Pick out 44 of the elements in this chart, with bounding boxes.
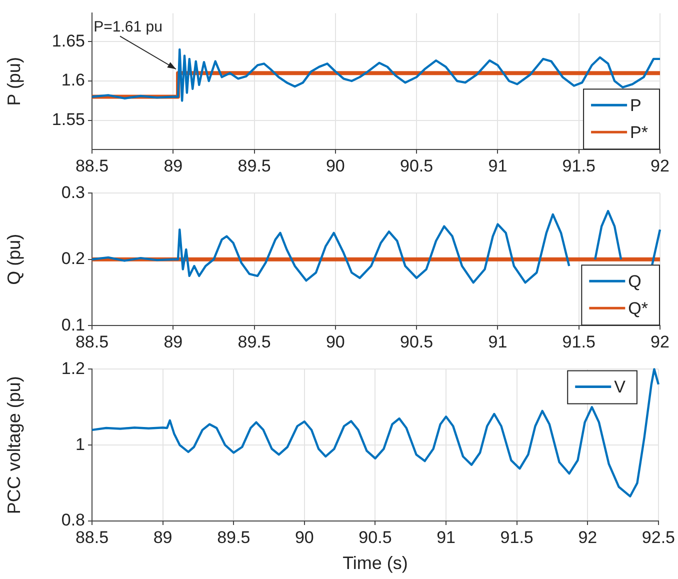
x-tick-label: 88.5 [75, 332, 109, 352]
y-tick-label: 0.8 [61, 510, 85, 530]
x-tick-label: 91 [488, 332, 508, 352]
y-tick-label: 1.65 [52, 31, 85, 50]
legend-label: P [630, 96, 642, 115]
x-tick-label: 91.5 [500, 528, 534, 547]
x-tick-label: 91.5 [562, 156, 596, 176]
x-tick-label: 89 [164, 156, 183, 176]
x-tick-label: 89 [153, 528, 172, 547]
y-tick-label: 1.55 [52, 110, 85, 130]
x-tick-label: 91 [436, 528, 456, 547]
x-tick-label: 88.5 [75, 156, 109, 176]
legend-label: Q* [628, 298, 648, 318]
y-tick-label: 0.1 [61, 315, 85, 334]
x-tick-label: 92.5 [642, 528, 676, 547]
x-tick-label: 89.5 [238, 156, 271, 176]
x-tick-label: 90 [326, 332, 345, 352]
x-tick-label: 89 [164, 332, 183, 352]
x-tick-label: 91.5 [562, 332, 596, 352]
y-tick-label: 0.2 [61, 249, 85, 268]
annotation: P=1.61 pu [94, 18, 162, 36]
x-axis-title: Time (s) [342, 553, 408, 574]
y-tick-label: 1.2 [61, 358, 85, 378]
y-tick-label: 0.3 [61, 182, 85, 202]
x-tick-label: 90.5 [358, 528, 392, 547]
y-tick-label: 1.6 [61, 70, 85, 90]
x-tick-label: 88.5 [75, 528, 109, 547]
y-axis-title: P (pu) [4, 57, 24, 106]
legend-label: Q [628, 272, 642, 291]
x-tick-label: 90.5 [400, 156, 434, 176]
x-tick-label: 90 [326, 156, 345, 176]
x-tick-label: 90.5 [400, 332, 434, 352]
x-tick-label: 92 [650, 332, 670, 352]
x-tick-label: 89.5 [217, 528, 250, 547]
x-tick-label: 92 [578, 528, 598, 547]
x-tick-label: 90 [294, 528, 314, 547]
legend-label: P* [630, 122, 648, 142]
x-tick-label: 92 [650, 156, 670, 176]
y-axis-title: Q (pu) [4, 234, 24, 285]
legend-label: V [614, 377, 626, 396]
x-tick-label: 91 [488, 156, 508, 176]
y-tick-label: 1 [76, 434, 85, 454]
y-axis-title: PCC voltage (pu) [4, 376, 24, 514]
x-tick-label: 89.5 [238, 332, 271, 352]
